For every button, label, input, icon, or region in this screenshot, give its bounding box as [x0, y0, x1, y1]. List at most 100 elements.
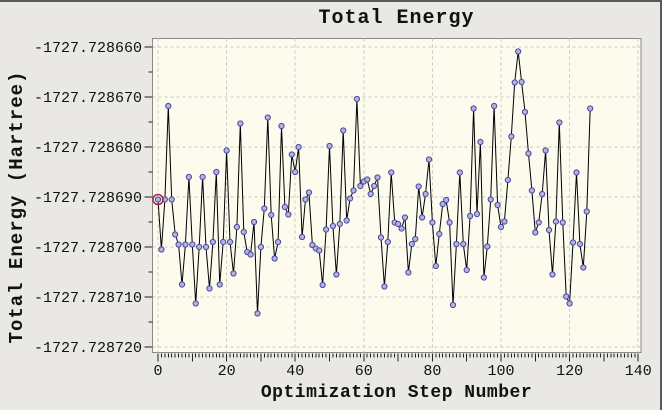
- data-point-marker[interactable]: [292, 168, 299, 176]
- data-point-marker[interactable]: [587, 105, 594, 112]
- data-point-marker[interactable]: [374, 174, 381, 181]
- data-point-marker[interactable]: [521, 108, 529, 116]
- data-point-marker[interactable]: [487, 196, 494, 203]
- data-point-marker[interactable]: [501, 218, 508, 225]
- data-point-marker[interactable]: [401, 214, 409, 221]
- data-point-marker[interactable]: [412, 235, 419, 243]
- data-point-marker[interactable]: [268, 211, 275, 219]
- data-point-marker[interactable]: [302, 196, 309, 203]
- data-point-marker[interactable]: [367, 190, 374, 198]
- data-point-marker[interactable]: [377, 234, 385, 241]
- data-point-marker[interactable]: [576, 240, 584, 248]
- data-point-marker[interactable]: [408, 240, 415, 248]
- data-point-marker[interactable]: [192, 300, 199, 307]
- data-point-marker[interactable]: [158, 246, 165, 253]
- data-point-marker[interactable]: [528, 187, 535, 194]
- data-point-marker[interactable]: [573, 169, 580, 176]
- data-point-marker[interactable]: [443, 196, 450, 204]
- data-point-marker[interactable]: [340, 127, 347, 134]
- data-point-marker[interactable]: [230, 270, 237, 277]
- data-point-marker[interactable]: [504, 176, 511, 184]
- data-point-marker[interactable]: [491, 102, 498, 110]
- data-point-marker[interactable]: [549, 271, 556, 278]
- data-point-marker[interactable]: [316, 247, 323, 254]
- data-point-marker[interactable]: [357, 182, 364, 190]
- data-point-marker[interactable]: [175, 241, 182, 248]
- data-point-marker[interactable]: [559, 219, 566, 226]
- data-point-marker[interactable]: [226, 238, 234, 246]
- data-point-marker[interactable]: [346, 195, 354, 202]
- data-point-marker[interactable]: [535, 219, 542, 226]
- data-point-marker[interactable]: [281, 203, 289, 211]
- data-point-marker[interactable]: [199, 173, 206, 181]
- data-point-marker[interactable]: [216, 281, 223, 288]
- data-point-marker[interactable]: [511, 79, 518, 86]
- data-point-marker[interactable]: [439, 200, 446, 208]
- data-point-marker[interactable]: [333, 271, 340, 278]
- selected-point-ring[interactable]: [152, 193, 164, 206]
- data-point-marker[interactable]: [388, 169, 395, 176]
- data-point-marker[interactable]: [168, 196, 175, 203]
- data-point-marker[interactable]: [398, 225, 405, 232]
- data-point-marker[interactable]: [364, 176, 371, 183]
- data-point-marker[interactable]: [319, 281, 326, 289]
- data-point-marker[interactable]: [213, 168, 220, 176]
- data-point-marker[interactable]: [381, 283, 388, 290]
- data-point-marker[interactable]: [436, 230, 443, 238]
- data-point-marker[interactable]: [566, 300, 573, 307]
- data-point-marker[interactable]: [182, 241, 189, 248]
- data-point-marker[interactable]: [240, 228, 247, 236]
- data-point-marker[interactable]: [449, 301, 457, 309]
- data-point-marker[interactable]: [463, 266, 470, 274]
- data-point-marker[interactable]: [326, 142, 333, 150]
- data-point-marker[interactable]: [539, 190, 546, 198]
- data-point-marker[interactable]: [196, 243, 203, 251]
- data-point-marker[interactable]: [202, 243, 210, 251]
- data-point-marker[interactable]: [405, 269, 412, 276]
- data-point-marker[interactable]: [552, 218, 559, 225]
- data-point-marker[interactable]: [305, 189, 313, 196]
- data-point-marker[interactable]: [278, 122, 285, 130]
- data-point-marker[interactable]: [295, 143, 302, 151]
- data-point-marker[interactable]: [422, 190, 429, 198]
- data-point-marker[interactable]: [545, 226, 553, 234]
- data-point-marker[interactable]: [480, 274, 487, 281]
- data-point-marker[interactable]: [583, 208, 590, 215]
- data-point-marker[interactable]: [288, 151, 295, 158]
- data-point-marker[interactable]: [456, 169, 463, 176]
- data-point-marker[interactable]: [525, 150, 532, 157]
- data-point-marker[interactable]: [395, 220, 402, 228]
- data-point-marker[interactable]: [460, 240, 467, 248]
- data-point-marker[interactable]: [285, 211, 292, 218]
- data-point-marker[interactable]: [237, 120, 244, 127]
- data-point-marker[interactable]: [178, 281, 186, 288]
- data-point-marker[interactable]: [250, 218, 258, 226]
- data-point-marker[interactable]: [453, 240, 460, 248]
- data-point-marker[interactable]: [254, 310, 261, 317]
- data-point-marker[interactable]: [467, 212, 474, 220]
- data-point-marker[interactable]: [384, 238, 391, 246]
- data-point-marker[interactable]: [271, 255, 278, 262]
- data-point-marker[interactable]: [477, 138, 484, 146]
- data-point-marker[interactable]: [470, 105, 477, 112]
- data-point-marker[interactable]: [322, 226, 330, 233]
- data-point-marker[interactable]: [569, 239, 577, 246]
- data-point-marker[interactable]: [497, 223, 505, 231]
- data-point-marker[interactable]: [542, 147, 549, 154]
- data-point-marker[interactable]: [556, 119, 563, 126]
- data-point-marker[interactable]: [343, 217, 350, 224]
- data-point-marker[interactable]: [336, 220, 343, 228]
- data-point-marker[interactable]: [206, 285, 213, 292]
- data-point-marker[interactable]: [446, 219, 453, 226]
- data-point-marker[interactable]: [484, 243, 491, 250]
- data-point-marker[interactable]: [425, 156, 433, 163]
- data-point-marker[interactable]: [532, 229, 539, 236]
- data-point-marker[interactable]: [432, 262, 439, 270]
- data-point-marker[interactable]: [274, 238, 282, 246]
- data-point-marker[interactable]: [220, 238, 227, 246]
- data-point-marker[interactable]: [508, 133, 515, 140]
- data-point-marker[interactable]: [350, 187, 357, 194]
- data-point-marker[interactable]: [518, 78, 525, 86]
- data-point-marker[interactable]: [429, 219, 436, 226]
